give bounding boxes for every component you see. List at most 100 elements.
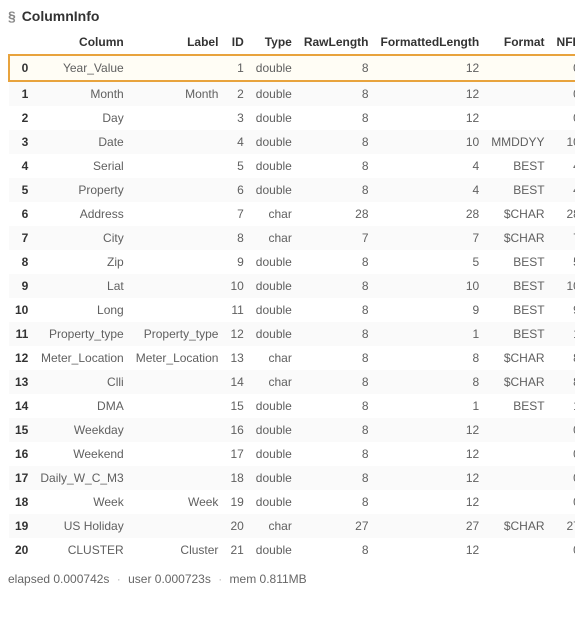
cell-id: 12: [224, 322, 249, 346]
row-index: 14: [9, 394, 34, 418]
cell-formattedlength: 7: [375, 226, 486, 250]
cell-nfl: 0: [551, 55, 575, 81]
cell-format: $CHAR: [485, 514, 550, 538]
cell-id: 11: [224, 298, 249, 322]
cell-formattedlength: 12: [375, 81, 486, 106]
table-row[interactable]: 10Long11double89BEST90: [9, 298, 575, 322]
row-index: 5: [9, 178, 34, 202]
row-index: 8: [9, 250, 34, 274]
cell-column: Lat: [34, 274, 129, 298]
separator: ·: [117, 572, 121, 586]
cell-rawlength: 8: [298, 274, 375, 298]
cell-rawlength: 7: [298, 226, 375, 250]
table-row[interactable]: 3Date4double810MMDDYY100: [9, 130, 575, 154]
cell-label: [130, 394, 225, 418]
cell-id: 20: [224, 514, 249, 538]
cell-rawlength: 8: [298, 178, 375, 202]
table-row[interactable]: 12Meter_LocationMeter_Location13char88$C…: [9, 346, 575, 370]
cell-label: [130, 130, 225, 154]
cell-formattedlength: 10: [375, 130, 486, 154]
separator: ·: [218, 572, 222, 586]
cell-label: [130, 226, 225, 250]
cell-rawlength: 8: [298, 298, 375, 322]
cell-id: 21: [224, 538, 249, 562]
cell-nfl: 8: [551, 346, 575, 370]
cell-format: BEST: [485, 154, 550, 178]
table-body: 0Year_Value1double812001MonthMonth2doubl…: [9, 55, 575, 562]
table-row[interactable]: 0Year_Value1double81200: [9, 55, 575, 81]
cell-id: 8: [224, 226, 249, 250]
cell-label: [130, 250, 225, 274]
table-row[interactable]: 16Weekend17double81200: [9, 442, 575, 466]
row-index: 2: [9, 106, 34, 130]
cell-format: BEST: [485, 250, 550, 274]
table-row[interactable]: 8Zip9double85BEST50: [9, 250, 575, 274]
table-row[interactable]: 20CLUSTERCluster21double81200: [9, 538, 575, 562]
table-row[interactable]: 13Clli14char88$CHAR80: [9, 370, 575, 394]
cell-id: 17: [224, 442, 249, 466]
table-row[interactable]: 5Property6double84BEST40: [9, 178, 575, 202]
cell-formattedlength: 4: [375, 154, 486, 178]
cell-format: BEST: [485, 394, 550, 418]
row-index: 4: [9, 154, 34, 178]
section-title: § ColumnInfo: [8, 8, 567, 24]
cell-formattedlength: 12: [375, 538, 486, 562]
cell-type: double: [250, 81, 298, 106]
cell-format: BEST: [485, 322, 550, 346]
row-index: 3: [9, 130, 34, 154]
cell-id: 9: [224, 250, 249, 274]
cell-label: Cluster: [130, 538, 225, 562]
cell-rawlength: 8: [298, 322, 375, 346]
cell-column: Daily_W_C_M3: [34, 466, 129, 490]
cell-nfl: 10: [551, 274, 575, 298]
cell-rawlength: 8: [298, 538, 375, 562]
cell-label: [130, 466, 225, 490]
cell-nfl: 0: [551, 466, 575, 490]
row-index: 16: [9, 442, 34, 466]
cell-rawlength: 8: [298, 154, 375, 178]
cell-column: City: [34, 226, 129, 250]
cell-label: Week: [130, 490, 225, 514]
cell-column: Weekday: [34, 418, 129, 442]
table-row[interactable]: 2Day3double81200: [9, 106, 575, 130]
col-header: FormattedLength: [375, 30, 486, 55]
table-row[interactable]: 14DMA15double81BEST10: [9, 394, 575, 418]
col-header: Type: [250, 30, 298, 55]
table-row[interactable]: 7City8char77$CHAR70: [9, 226, 575, 250]
cell-formattedlength: 8: [375, 370, 486, 394]
cell-rawlength: 8: [298, 130, 375, 154]
table-row[interactable]: 17Daily_W_C_M318double81200: [9, 466, 575, 490]
cell-label: [130, 442, 225, 466]
table-row[interactable]: 19US Holiday20char2727$CHAR270: [9, 514, 575, 538]
cell-rawlength: 8: [298, 466, 375, 490]
cell-nfl: 28: [551, 202, 575, 226]
cell-column: Weekend: [34, 442, 129, 466]
cell-type: double: [250, 298, 298, 322]
table-row[interactable]: 15Weekday16double81200: [9, 418, 575, 442]
table-row[interactable]: 6Address7char2828$CHAR280: [9, 202, 575, 226]
cell-rawlength: 8: [298, 346, 375, 370]
cell-column: Address: [34, 202, 129, 226]
col-header: [9, 30, 34, 55]
cell-rawlength: 8: [298, 250, 375, 274]
cell-type: double: [250, 154, 298, 178]
table-row[interactable]: 4Serial5double84BEST40: [9, 154, 575, 178]
cell-rawlength: 8: [298, 370, 375, 394]
table-row[interactable]: 11Property_typeProperty_type12double81BE…: [9, 322, 575, 346]
cell-formattedlength: 1: [375, 394, 486, 418]
cell-rawlength: 8: [298, 418, 375, 442]
table-row[interactable]: 18WeekWeek19double81200: [9, 490, 575, 514]
cell-id: 19: [224, 490, 249, 514]
title-text: ColumnInfo: [22, 8, 100, 24]
cell-formattedlength: 12: [375, 466, 486, 490]
cell-formattedlength: 27: [375, 514, 486, 538]
cell-type: double: [250, 178, 298, 202]
cell-formattedlength: 12: [375, 490, 486, 514]
cell-label: [130, 514, 225, 538]
cell-type: double: [250, 418, 298, 442]
table-row[interactable]: 9Lat10double810BEST100: [9, 274, 575, 298]
table-row[interactable]: 1MonthMonth2double81200: [9, 81, 575, 106]
row-index: 1: [9, 81, 34, 106]
cell-id: 1: [224, 55, 249, 81]
cell-id: 7: [224, 202, 249, 226]
